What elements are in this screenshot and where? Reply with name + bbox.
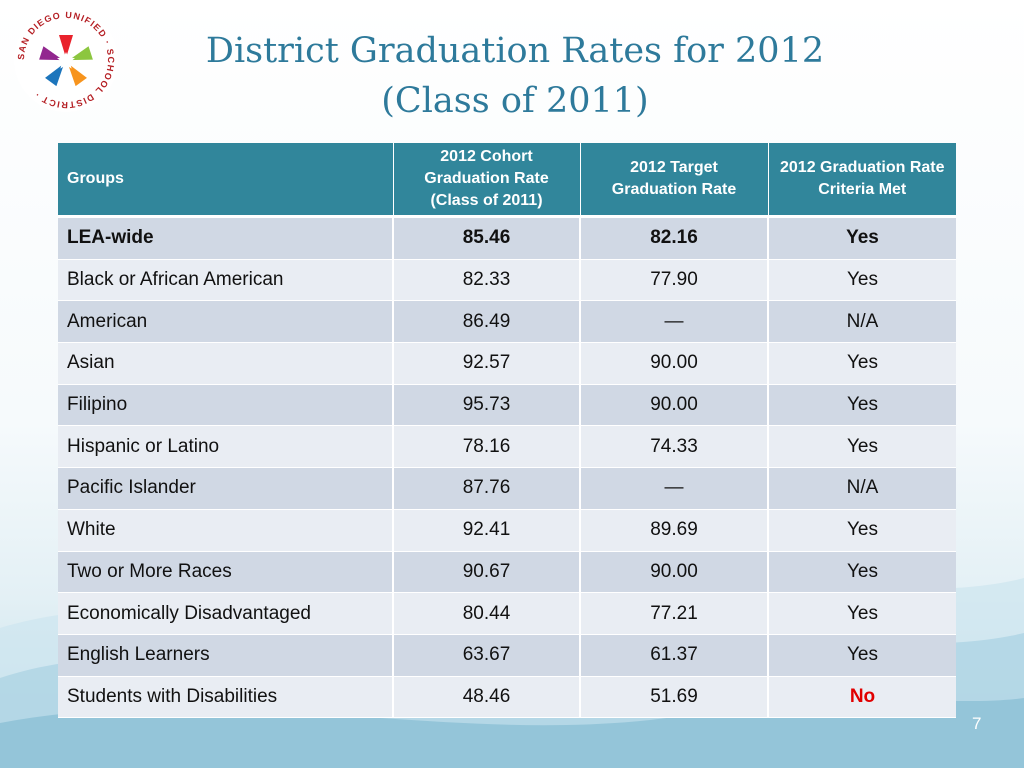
- target-rate-cell: 61.37: [580, 634, 769, 677]
- criteria-met-cell: N/A: [768, 467, 956, 510]
- criteria-met-cell: Yes: [768, 551, 956, 594]
- title-line-2: (Class of 2011): [381, 81, 649, 121]
- group-cell: Black or African American: [58, 259, 394, 302]
- target-rate-cell: 82.16: [580, 216, 769, 260]
- target-rate-cell: 89.69: [580, 509, 769, 552]
- group-cell: Filipino: [58, 384, 394, 427]
- criteria-met-cell: N/A: [768, 300, 956, 344]
- header-target-rate: 2012 Target Graduation Rate: [580, 143, 769, 218]
- title-line-1: District Graduation Rates for 2012: [205, 31, 825, 71]
- cohort-rate-cell: 90.67: [393, 551, 581, 594]
- target-rate-cell: 90.00: [580, 551, 769, 594]
- cohort-rate-cell: 92.57: [393, 342, 581, 385]
- district-logo: SAN DIEGO UNIFIED · SCHOOL DISTRICT ·: [14, 8, 118, 112]
- criteria-met-cell: Yes: [768, 384, 956, 427]
- table-row: Black or African American 82.33 77.90 Ye…: [58, 259, 956, 302]
- cohort-rate-cell: 85.46: [393, 216, 581, 260]
- table-row: English Learners 63.67 61.37 Yes: [58, 634, 956, 677]
- criteria-met-cell: Yes: [768, 634, 956, 677]
- cohort-rate-cell: 86.49: [393, 300, 581, 344]
- criteria-met-cell: Yes: [768, 259, 956, 302]
- cohort-rate-cell: 80.44: [393, 592, 581, 635]
- target-rate-cell: 51.69: [580, 676, 769, 719]
- criteria-not-met-cell: No: [768, 676, 956, 719]
- target-rate-cell: 77.21: [580, 592, 769, 635]
- criteria-met-cell: Yes: [768, 509, 956, 552]
- target-rate-cell: 90.00: [580, 342, 769, 385]
- cohort-rate-cell: 82.33: [393, 259, 581, 302]
- target-rate-cell: 74.33: [580, 425, 769, 469]
- table-row: Asian 92.57 90.00 Yes: [58, 342, 956, 385]
- target-rate-cell: —: [580, 300, 769, 344]
- table-row: American 86.49 — N/A: [58, 300, 956, 344]
- page-number: 7: [972, 714, 982, 733]
- cohort-rate-cell: 92.41: [393, 509, 581, 552]
- criteria-met-cell: Yes: [768, 592, 956, 635]
- graduation-rates-table: Groups 2012 Cohort Graduation Rate (Clas…: [58, 143, 956, 719]
- table-row: Economically Disadvantaged 80.44 77.21 Y…: [58, 592, 956, 635]
- target-rate-cell: 90.00: [580, 384, 769, 427]
- table-row: Filipino 95.73 90.00 Yes: [58, 384, 956, 427]
- target-rate-cell: —: [580, 467, 769, 510]
- group-cell: Two or More Races: [58, 551, 394, 594]
- group-cell: American: [58, 300, 394, 344]
- table-row: Hispanic or Latino 78.16 74.33 Yes: [58, 425, 956, 469]
- table-row: LEA-wide 85.46 82.16 Yes: [58, 216, 956, 260]
- cohort-rate-cell: 95.73: [393, 384, 581, 427]
- slide-title: District Graduation Rates for 2012 (Clas…: [140, 26, 890, 126]
- group-cell: Hispanic or Latino: [58, 425, 394, 469]
- header-cohort-rate: 2012 Cohort Graduation Rate (Class of 20…: [393, 143, 581, 218]
- criteria-met-cell: Yes: [768, 342, 956, 385]
- criteria-met-cell: Yes: [768, 216, 956, 260]
- group-cell: English Learners: [58, 634, 394, 677]
- group-cell: LEA-wide: [58, 216, 394, 260]
- group-cell: Economically Disadvantaged: [58, 592, 394, 635]
- target-rate-cell: 77.90: [580, 259, 769, 302]
- table-row: Pacific Islander 87.76 — N/A: [58, 467, 956, 510]
- cohort-rate-cell: 78.16: [393, 425, 581, 469]
- criteria-met-cell: Yes: [768, 425, 956, 469]
- cohort-rate-cell: 87.76: [393, 467, 581, 510]
- table-row: White 92.41 89.69 Yes: [58, 509, 956, 552]
- cohort-rate-cell: 63.67: [393, 634, 581, 677]
- group-cell: Asian: [58, 342, 394, 385]
- group-cell: White: [58, 509, 394, 552]
- table-row: Two or More Races 90.67 90.00 Yes: [58, 551, 956, 594]
- group-cell: Pacific Islander: [58, 467, 394, 510]
- header-groups: Groups: [58, 143, 394, 218]
- group-cell: Students with Disabilities: [58, 676, 394, 719]
- header-criteria-met: 2012 Graduation Rate Criteria Met: [768, 143, 956, 218]
- table-header-row: Groups 2012 Cohort Graduation Rate (Clas…: [58, 143, 956, 218]
- table-row: Students with Disabilities 48.46 51.69 N…: [58, 676, 956, 719]
- cohort-rate-cell: 48.46: [393, 676, 581, 719]
